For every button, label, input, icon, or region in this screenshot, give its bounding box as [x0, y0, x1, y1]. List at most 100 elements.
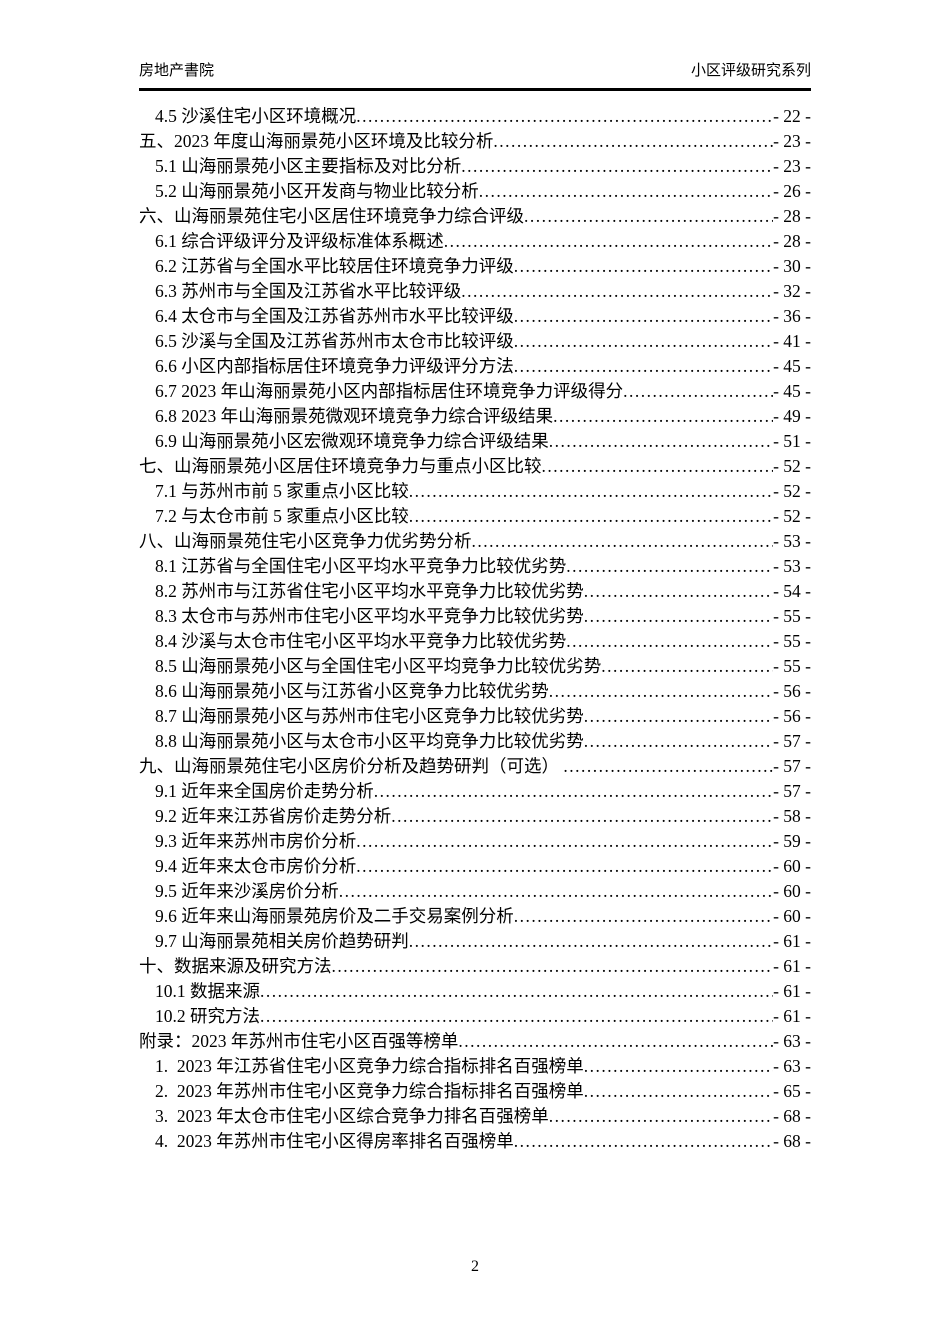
toc-entry[interactable]: 9.4 近年来太仓市房价分析 .........................…	[139, 854, 811, 879]
toc-entry-title: 9.7 山海丽景苑相关房价趋势研判	[155, 931, 409, 951]
toc-entry[interactable]: 4. 2023 年苏州市住宅小区得房率排名百强榜单 ..............…	[139, 1129, 811, 1154]
toc-entry-title: 5.1 山海丽景苑小区主要指标及对比分析	[155, 156, 462, 176]
toc-entry[interactable]: 9.7 山海丽景苑相关房价趋势研判 ......................…	[139, 929, 811, 954]
toc-entry-title: 8.4 沙溪与太仓市住宅小区平均水平竞争力比较优劣势	[155, 631, 567, 651]
toc-entry-title: 7.1 与苏州市前 5 家重点小区比较	[155, 481, 409, 501]
toc-entry[interactable]: 4.5 沙溪住宅小区环境概况 .........................…	[139, 104, 811, 129]
toc-entry-page: - 68 -	[773, 1106, 811, 1126]
toc-entry[interactable]: 7.2 与太仓市前 5 家重点小区比较 ....................…	[139, 504, 811, 529]
toc-entry-page: - 59 -	[773, 831, 811, 851]
toc-entry-title: 6.8 2023 年山海丽景苑微观环境竞争力综合评级结果	[155, 406, 554, 426]
toc-dot-leader: ........................................…	[541, 456, 774, 476]
toc-entry[interactable]: 6.3 苏州市与全国及江苏省水平比较评级 ...................…	[139, 279, 811, 304]
toc-entry[interactable]: 6.5 沙溪与全国及江苏省苏州市太仓市比较评级 ................…	[139, 329, 811, 354]
toc-entry[interactable]: 8.5 山海丽景苑小区与全国住宅小区平均竞争力比较优劣势 ...........…	[139, 654, 811, 679]
toc-entry-title: 附录：2023 年苏州市住宅小区百强等榜单	[139, 1031, 459, 1051]
toc-entry[interactable]: 8.2 苏州市与江苏省住宅小区平均水平竞争力比较优劣势 ............…	[139, 579, 811, 604]
toc-entry-title: 7.2 与太仓市前 5 家重点小区比较	[155, 506, 409, 526]
toc-dot-leader: ........................................…	[408, 931, 773, 951]
toc-entry[interactable]: 6.2 江苏省与全国水平比较居住环境竞争力评级 ................…	[139, 254, 811, 279]
toc-entry[interactable]: 十、数据来源及研究方法 ............................…	[139, 954, 811, 979]
toc-entry-title: 8.6 山海丽景苑小区与江苏省小区竞争力比较优劣势	[155, 681, 549, 701]
toc-dot-leader: ........................................…	[338, 881, 774, 901]
toc-entry-title: 3. 2023 年太仓市住宅小区综合竞争力排名百强榜单	[155, 1106, 549, 1126]
toc-dot-leader: ........................................…	[583, 731, 773, 751]
toc-entry-page: - 57 -	[773, 756, 811, 776]
toc-entry-title: 9.2 近年来江苏省房价走势分析	[155, 806, 392, 826]
toc-entry-title: 4.5 沙溪住宅小区环境概况	[155, 106, 357, 126]
toc-entry[interactable]: 9.5 近年来沙溪房价分析 ..........................…	[139, 879, 811, 904]
toc-entry-title: 9.4 近年来太仓市房价分析	[155, 856, 357, 876]
toc-entry-title: 6.1 综合评级评分及评级标准体系概述	[155, 231, 444, 251]
toc-entry[interactable]: 2. 2023 年苏州市住宅小区竞争力综合指标排名百强榜单 ..........…	[139, 1079, 811, 1104]
toc-entry[interactable]: 九、山海丽景苑住宅小区房价分析及趋势研判（可选） ...............…	[139, 754, 811, 779]
toc-entry[interactable]: 附录：2023 年苏州市住宅小区百强等榜单 ..................…	[139, 1029, 811, 1054]
toc-entry[interactable]: 8.4 沙溪与太仓市住宅小区平均水平竞争力比较优劣势 .............…	[139, 629, 811, 654]
toc-entry-title: 9.5 近年来沙溪房价分析	[155, 881, 339, 901]
toc-entry[interactable]: 6.4 太仓市与全国及江苏省苏州市水平比较评级 ................…	[139, 304, 811, 329]
toc-entry[interactable]: 3. 2023 年太仓市住宅小区综合竞争力排名百强榜单 ............…	[139, 1104, 811, 1129]
toc-entry[interactable]: 9.3 近年来苏州市房价分析 .........................…	[139, 829, 811, 854]
toc-entry-page: - 57 -	[773, 731, 811, 751]
toc-dot-leader: ........................................…	[513, 906, 774, 926]
toc-entry[interactable]: 五、2023 年度山海丽景苑小区环境及比较分析 ................…	[139, 129, 811, 154]
toc-dot-leader: ........................................…	[443, 231, 774, 251]
toc-entry[interactable]: 9.2 近年来江苏省房价走势分析 .......................…	[139, 804, 811, 829]
toc-entry-page: - 56 -	[773, 681, 811, 701]
toc-entry[interactable]: 9.1 近年来全国房价走势分析 ........................…	[139, 779, 811, 804]
toc-entry[interactable]: 8.6 山海丽景苑小区与江苏省小区竞争力比较优劣势 ..............…	[139, 679, 811, 704]
toc-entry-page: - 22 -	[773, 106, 811, 126]
toc-dot-leader: ........................................…	[408, 506, 773, 526]
toc-entry[interactable]: 六、山海丽景苑住宅小区居住环境竞争力综合评级 .................…	[139, 204, 811, 229]
toc-entry[interactable]: 6.7 2023 年山海丽景苑小区内部指标居住环境竞争力评级得分 .......…	[139, 379, 811, 404]
toc-entry-title: 8.1 江苏省与全国住宅小区平均水平竞争力比较优劣势	[155, 556, 567, 576]
toc-dot-leader: ........................................…	[493, 131, 773, 151]
toc-entry-title: 6.9 山海丽景苑小区宏微观环境竞争力综合评级结果	[155, 431, 549, 451]
toc-entry-page: - 52 -	[773, 456, 811, 476]
toc-dot-leader: ........................................…	[391, 806, 774, 826]
toc-entry-page: - 60 -	[773, 856, 811, 876]
toc-entry[interactable]: 6.6 小区内部指标居住环境竞争力评级评分方法 ................…	[139, 354, 811, 379]
toc-entry-title: 八、山海丽景苑住宅小区竞争力优劣势分析	[139, 531, 472, 551]
toc-entry-title: 七、山海丽景苑小区居住环境竞争力与重点小区比较	[139, 456, 542, 476]
toc-entry[interactable]: 8.1 江苏省与全国住宅小区平均水平竞争力比较优劣势 .............…	[139, 554, 811, 579]
toc-entry[interactable]: 5.1 山海丽景苑小区主要指标及对比分析 ...................…	[139, 154, 811, 179]
toc-entry-page: - 53 -	[773, 556, 811, 576]
toc-entry-title: 1. 2023 年江苏省住宅小区竞争力综合指标排名百强榜单	[155, 1056, 584, 1076]
toc-entry[interactable]: 6.1 综合评级评分及评级标准体系概述 ....................…	[139, 229, 811, 254]
toc-dot-leader: ........................................…	[548, 1106, 773, 1126]
toc-entry[interactable]: 6.8 2023 年山海丽景苑微观环境竞争力综合评级结果 ...........…	[139, 404, 811, 429]
toc-entry[interactable]: 8.3 太仓市与苏州市住宅小区平均水平竞争力比较优劣势 ............…	[139, 604, 811, 629]
toc-entry[interactable]: 10.2 研究方法 ..............................…	[139, 1004, 811, 1029]
toc-entry[interactable]: 5.2 山海丽景苑小区开发商与物业比较分析 ..................…	[139, 179, 811, 204]
toc-entry-page: - 57 -	[773, 781, 811, 801]
toc-entry[interactable]: 八、山海丽景苑住宅小区竞争力优劣势分析 ....................…	[139, 529, 811, 554]
toc-entry-title: 9.6 近年来山海丽景苑房价及二手交易案例分析	[155, 906, 514, 926]
toc-entry-title: 10.2 研究方法	[155, 1006, 260, 1026]
toc-entry[interactable]: 10.1 数据来源 ..............................…	[139, 979, 811, 1004]
toc-entry[interactable]: 七、山海丽景苑小区居住环境竞争力与重点小区比较 ................…	[139, 454, 811, 479]
toc-entry[interactable]: 9.6 近年来山海丽景苑房价及二手交易案例分析 ................…	[139, 904, 811, 929]
toc-entry-title: 9.3 近年来苏州市房价分析	[155, 831, 357, 851]
toc-entry[interactable]: 1. 2023 年江苏省住宅小区竞争力综合指标排名百强榜单 ..........…	[139, 1054, 811, 1079]
toc-entry[interactable]: 6.9 山海丽景苑小区宏微观环境竞争力综合评级结果 ..............…	[139, 429, 811, 454]
page-number: 2	[471, 1258, 479, 1275]
toc-dot-leader: ........................................…	[623, 381, 773, 401]
toc-entry-title: 十、数据来源及研究方法	[139, 956, 332, 976]
toc-entry[interactable]: 8.8 山海丽景苑小区与太仓市小区平均竞争力比较优劣势 ............…	[139, 729, 811, 754]
toc-dot-leader: ........................................…	[471, 531, 774, 551]
toc-entry-page: - 52 -	[773, 481, 811, 501]
toc-dot-leader: ........................................…	[566, 631, 773, 651]
toc-entry[interactable]: 7.1 与苏州市前 5 家重点小区比较 ....................…	[139, 479, 811, 504]
toc-entry[interactable]: 8.7 山海丽景苑小区与苏州市住宅小区竞争力比较优劣势 ............…	[139, 704, 811, 729]
toc-dot-leader: ........................................…	[478, 181, 773, 201]
toc-dot-leader: ........................................…	[548, 681, 773, 701]
toc-dot-leader: ........................................…	[513, 356, 774, 376]
toc-dot-leader: ........................................…	[373, 781, 774, 801]
toc-entry-page: - 53 -	[773, 531, 811, 551]
toc-dot-leader: ........................................…	[583, 1056, 773, 1076]
toc-entry-title: 8.5 山海丽景苑小区与全国住宅小区平均竞争力比较优劣势	[155, 656, 602, 676]
toc-entry-page: - 63 -	[773, 1056, 811, 1076]
toc-entry-page: - 32 -	[773, 281, 811, 301]
toc-dot-leader: ........................................…	[408, 481, 773, 501]
